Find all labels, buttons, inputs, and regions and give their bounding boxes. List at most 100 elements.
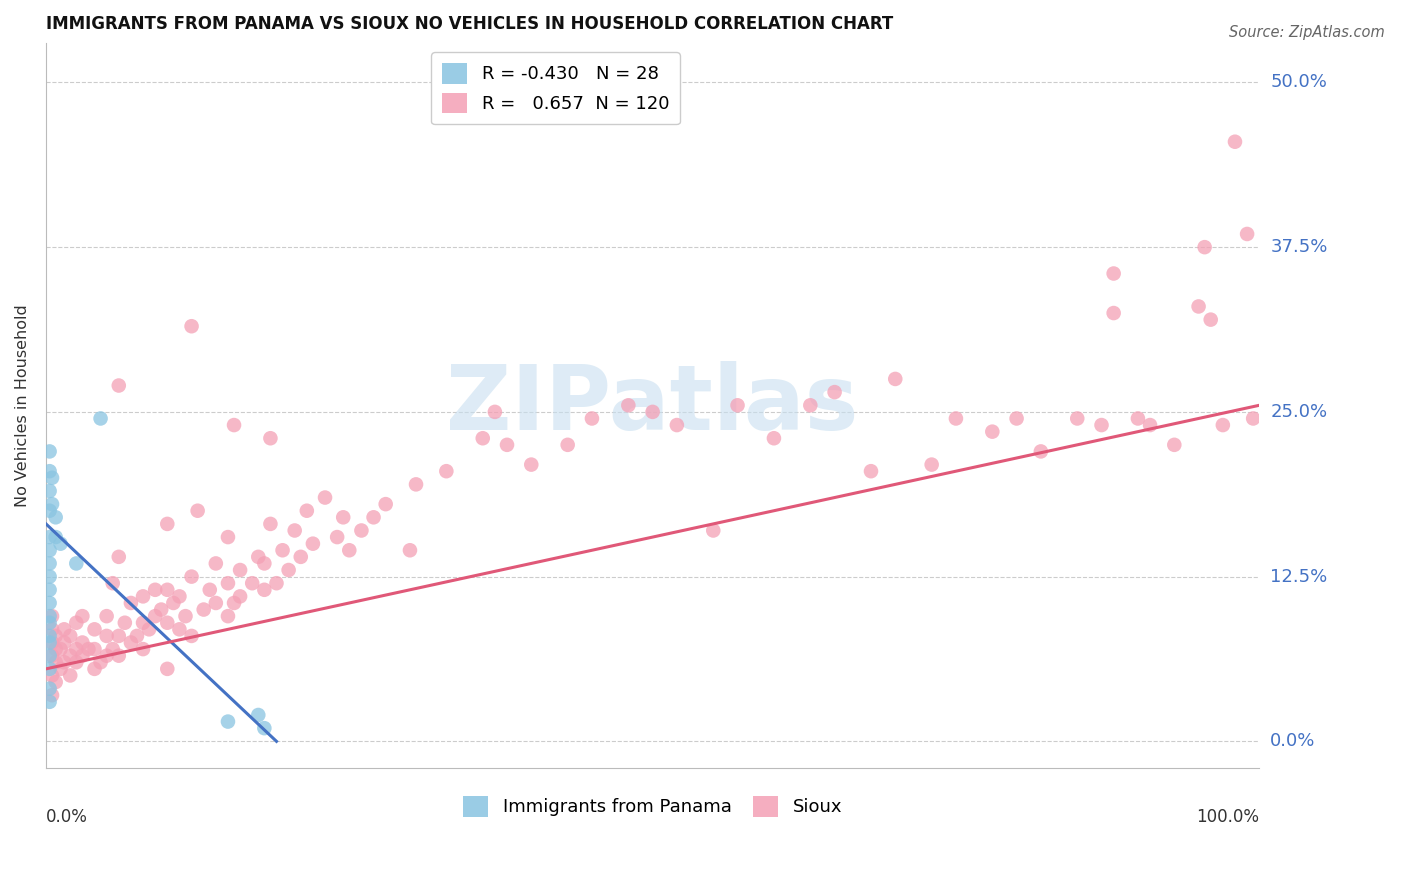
Point [107, 549, 129, 564]
Point [38, 464, 60, 478]
Point [114, 615, 136, 630]
Point [1090, 418, 1112, 433]
Point [229, 590, 252, 604]
Text: 100.0%: 100.0% [1197, 807, 1260, 826]
Point [277, 563, 299, 577]
Point [271, 543, 294, 558]
Point [107, 648, 129, 663]
Point [59, 648, 82, 663]
Point [41, 648, 63, 663]
Point [138, 623, 160, 637]
Point [762, 431, 785, 445]
Point [174, 609, 197, 624]
Point [65, 615, 87, 630]
Point [1163, 438, 1185, 452]
Point [180, 569, 202, 583]
Point [253, 721, 276, 735]
Point [1102, 306, 1125, 320]
Point [884, 372, 907, 386]
Point [38, 615, 60, 630]
Point [90, 655, 112, 669]
Point [150, 602, 173, 616]
Point [107, 629, 129, 643]
Point [45, 629, 67, 643]
Point [1066, 411, 1088, 425]
Point [96, 629, 118, 643]
Point [96, 609, 118, 624]
Point [83, 662, 105, 676]
Point [295, 504, 318, 518]
Point [1126, 411, 1149, 425]
Point [83, 642, 105, 657]
Point [132, 615, 155, 630]
Text: 12.5%: 12.5% [1271, 567, 1327, 586]
Point [53, 655, 76, 669]
Point [266, 576, 288, 591]
Point [259, 516, 281, 531]
Point [156, 662, 179, 676]
Point [53, 623, 76, 637]
Point [162, 596, 184, 610]
Point [253, 582, 276, 597]
Text: 37.5%: 37.5% [1271, 238, 1327, 256]
Point [332, 510, 354, 524]
Point [326, 530, 349, 544]
Point [41, 623, 63, 637]
Point [41, 609, 63, 624]
Point [824, 385, 846, 400]
Point [38, 543, 60, 558]
Point [471, 431, 494, 445]
Point [38, 596, 60, 610]
Point [65, 557, 87, 571]
Point [38, 662, 60, 676]
Point [284, 524, 307, 538]
Point [45, 510, 67, 524]
Point [557, 438, 579, 452]
Point [101, 642, 124, 657]
Point [240, 576, 263, 591]
Point [247, 549, 270, 564]
Point [120, 635, 142, 649]
Point [59, 629, 82, 643]
Point [143, 582, 166, 597]
Point [350, 524, 373, 538]
Point [799, 398, 821, 412]
Point [198, 582, 221, 597]
Point [187, 504, 209, 518]
Point [38, 504, 60, 518]
Point [38, 483, 60, 498]
Point [156, 582, 179, 597]
Point [253, 557, 276, 571]
Point [169, 623, 191, 637]
Point [143, 609, 166, 624]
Legend: Immigrants from Panama, Sioux: Immigrants from Panama, Sioux [456, 789, 849, 824]
Text: Source: ZipAtlas.com: Source: ZipAtlas.com [1229, 25, 1385, 40]
Point [727, 398, 749, 412]
Point [38, 444, 60, 458]
Point [96, 648, 118, 663]
Point [49, 642, 72, 657]
Point [49, 662, 72, 676]
Point [314, 491, 336, 505]
Point [1187, 300, 1209, 314]
Point [53, 635, 76, 649]
Point [374, 497, 396, 511]
Point [222, 418, 245, 433]
Point [217, 530, 239, 544]
Point [217, 609, 239, 624]
Point [45, 530, 67, 544]
Point [169, 590, 191, 604]
Point [1029, 444, 1052, 458]
Point [1236, 227, 1258, 241]
Point [38, 635, 60, 649]
Point [125, 629, 148, 643]
Point [38, 681, 60, 696]
Text: 25.0%: 25.0% [1271, 403, 1327, 421]
Point [229, 563, 252, 577]
Point [290, 549, 312, 564]
Y-axis label: No Vehicles in Household: No Vehicles in Household [15, 304, 30, 507]
Point [41, 471, 63, 485]
Point [41, 688, 63, 702]
Point [38, 557, 60, 571]
Point [337, 543, 360, 558]
